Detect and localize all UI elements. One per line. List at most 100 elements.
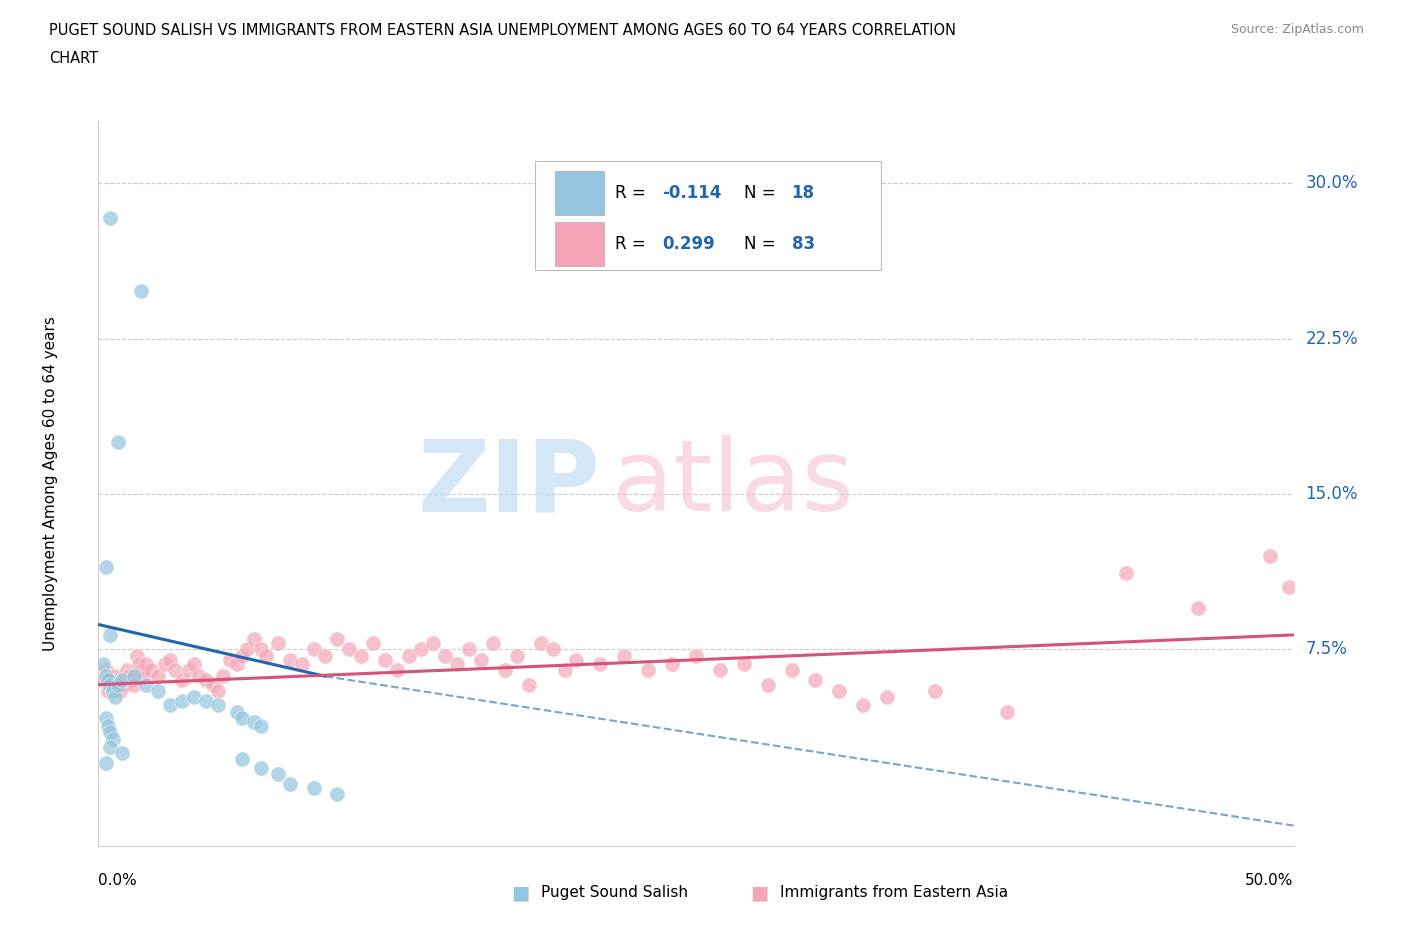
Text: 22.5%: 22.5% — [1306, 329, 1358, 348]
Text: PUGET SOUND SALISH VS IMMIGRANTS FROM EASTERN ASIA UNEMPLOYMENT AMONG AGES 60 TO: PUGET SOUND SALISH VS IMMIGRANTS FROM EA… — [49, 23, 956, 38]
Point — [458, 642, 481, 657]
Point — [350, 648, 373, 663]
Point — [155, 657, 177, 671]
Text: R =: R = — [614, 234, 651, 253]
Point — [98, 739, 122, 754]
Point — [183, 657, 205, 671]
Point — [517, 677, 540, 692]
Text: N =: N = — [744, 234, 780, 253]
Point — [128, 657, 150, 671]
Point — [250, 760, 273, 775]
Point — [250, 719, 273, 734]
Point — [98, 724, 122, 739]
Text: R =: R = — [614, 184, 651, 202]
Text: 18: 18 — [792, 184, 814, 202]
Text: ZIP: ZIP — [418, 435, 600, 532]
Text: Immigrants from Eastern Asia: Immigrants from Eastern Asia — [780, 885, 1008, 900]
Point — [339, 642, 361, 657]
Point — [302, 642, 325, 657]
Point — [207, 698, 229, 712]
Point — [107, 677, 129, 692]
Text: Source: ZipAtlas.com: Source: ZipAtlas.com — [1230, 23, 1364, 36]
Point — [98, 673, 122, 688]
Point — [159, 652, 181, 667]
Point — [780, 663, 803, 678]
Point — [446, 657, 468, 671]
Text: 30.0%: 30.0% — [1306, 174, 1358, 193]
Point — [97, 719, 120, 734]
Text: 7.5%: 7.5% — [1306, 641, 1347, 658]
Text: Puget Sound Salish: Puget Sound Salish — [541, 885, 689, 900]
Point — [637, 663, 659, 678]
Point — [243, 714, 266, 729]
Point — [97, 673, 120, 688]
Point — [422, 636, 444, 651]
Point — [1187, 601, 1209, 616]
Point — [107, 434, 129, 449]
Text: ■: ■ — [510, 884, 530, 902]
Point — [254, 648, 277, 663]
Point — [91, 657, 114, 671]
Point — [1258, 549, 1281, 564]
Point — [315, 648, 337, 663]
Point — [278, 777, 301, 791]
Point — [172, 673, 194, 688]
Point — [291, 657, 314, 671]
Point — [148, 684, 170, 698]
Text: -0.114: -0.114 — [662, 184, 721, 202]
Point — [326, 787, 349, 802]
Text: 0.299: 0.299 — [662, 234, 716, 253]
Point — [104, 690, 127, 705]
Point — [94, 669, 117, 684]
Point — [267, 766, 290, 781]
Point — [94, 711, 117, 725]
Point — [125, 648, 148, 663]
Point — [108, 684, 131, 698]
Point — [179, 663, 201, 678]
Point — [97, 684, 120, 698]
Point — [226, 704, 249, 719]
Point — [207, 684, 229, 698]
Point — [231, 751, 253, 766]
Point — [995, 704, 1018, 719]
Point — [278, 652, 301, 667]
Text: CHART: CHART — [49, 51, 98, 66]
FancyBboxPatch shape — [555, 221, 605, 266]
Point — [804, 673, 827, 688]
Point — [554, 663, 576, 678]
Point — [267, 636, 290, 651]
Point — [135, 677, 157, 692]
Point — [924, 684, 946, 698]
Point — [107, 677, 129, 692]
Point — [589, 657, 612, 671]
FancyBboxPatch shape — [534, 161, 882, 270]
Point — [94, 663, 117, 678]
Point — [326, 631, 349, 646]
Point — [226, 657, 249, 671]
Point — [231, 648, 253, 663]
Point — [852, 698, 875, 712]
Point — [506, 648, 529, 663]
Text: atlas: atlas — [613, 435, 853, 532]
Point — [101, 731, 124, 746]
Point — [195, 694, 218, 709]
Point — [828, 684, 851, 698]
Point — [411, 642, 433, 657]
Text: 15.0%: 15.0% — [1306, 485, 1358, 503]
Point — [148, 669, 170, 684]
Point — [159, 698, 181, 712]
Point — [434, 648, 457, 663]
Point — [163, 663, 186, 678]
Point — [235, 642, 257, 657]
Point — [124, 677, 146, 692]
Point — [187, 669, 209, 684]
Point — [104, 669, 127, 684]
Point — [139, 663, 162, 678]
Point — [91, 673, 114, 688]
Point — [111, 673, 134, 688]
Point — [131, 284, 153, 299]
Point — [98, 211, 122, 226]
Point — [211, 669, 233, 684]
Point — [494, 663, 516, 678]
Point — [231, 711, 253, 725]
